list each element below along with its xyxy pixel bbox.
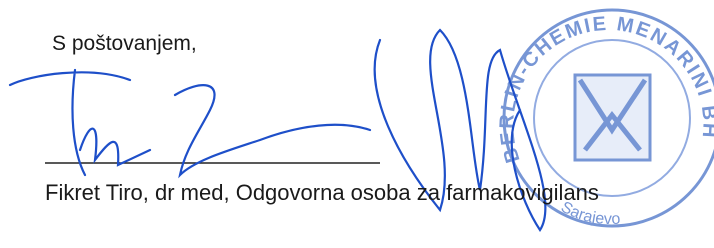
signatory: Fikret Tiro, dr med, Odgovorna osoba za … [45, 180, 599, 206]
closing: S poštovanjem, [52, 32, 197, 56]
signature-stroke [175, 85, 370, 175]
document: BERLIN-CHEMIE MENARINI BH doo Sarajevo S… [0, 0, 714, 248]
signature-stroke [10, 70, 150, 175]
